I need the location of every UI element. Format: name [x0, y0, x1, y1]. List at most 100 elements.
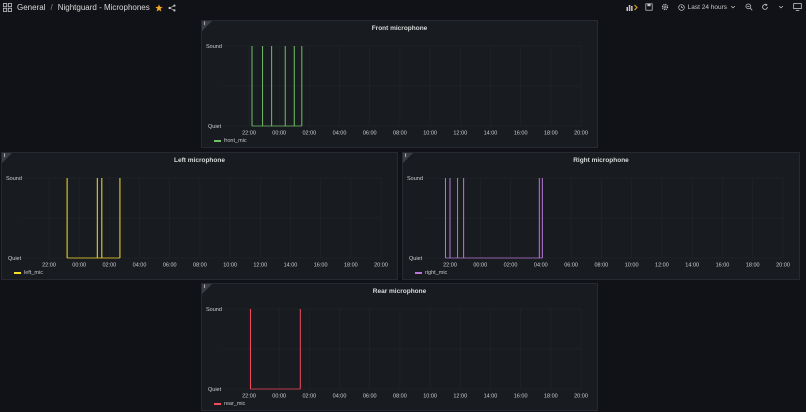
time-range-label: Last 24 hours: [687, 3, 727, 11]
star-icon[interactable]: [155, 3, 163, 12]
timeseries-chart: 22:00 00:00 02:00 04:00 06:00 08:00 10:00 12:00…: [206, 44, 588, 137]
legend-swatch: [415, 272, 422, 274]
x-tick-label: 02:00: [504, 263, 518, 269]
legend[interactable]: rear_mic: [214, 401, 245, 407]
x-tick-label: 22:00: [242, 131, 256, 137]
refresh-interval-dropdown[interactable]: [774, 1, 788, 13]
refresh-icon: [761, 3, 769, 11]
x-tick-label: 14:00: [685, 263, 699, 269]
add-panel-icon: [626, 3, 638, 11]
chevron-down-icon: [778, 4, 784, 10]
legend-label: right_mic: [425, 270, 448, 276]
x-tick-label: 20:00: [574, 394, 588, 400]
x-tick-label: 08:00: [193, 263, 207, 269]
x-tick-label: 18:00: [544, 394, 558, 400]
x-tick-label: 04:00: [333, 394, 347, 400]
y-label-sound: Sound: [206, 307, 222, 313]
legend-label: rear_mic: [224, 401, 246, 407]
panel-title[interactable]: Left microphone: [174, 157, 225, 164]
x-tick-label: 02:00: [302, 131, 316, 137]
legend[interactable]: right_mic: [415, 270, 447, 276]
refresh-button[interactable]: [758, 1, 772, 13]
x-tick-label: 06:00: [564, 263, 578, 269]
x-tick-label: 16:00: [716, 263, 730, 269]
x-tick-label: 12:00: [453, 394, 467, 400]
x-tick-label: 10:00: [223, 263, 237, 269]
panel-info-corner[interactable]: [202, 21, 212, 31]
x-tick-label: 18:00: [544, 131, 558, 137]
x-tick-label: 00:00: [473, 263, 487, 269]
x-tick-label: 04:00: [333, 131, 347, 137]
x-tick-label: 22:00: [242, 394, 256, 400]
panel-rear-microphone[interactable]: i Rear microphone 22:00 00:00 02:00 04:00 06…: [201, 283, 598, 411]
add-panel-button[interactable]: [624, 1, 640, 13]
panel-front-microphone[interactable]: i Front microphone 22:00 00:00 02:00 04:00 0…: [201, 20, 598, 148]
panel-info-corner[interactable]: [2, 153, 12, 163]
panel-title[interactable]: Rear microphone: [372, 288, 427, 295]
y-label-sound: Sound: [407, 176, 423, 182]
x-tick-label: 08:00: [393, 131, 407, 137]
top-bar: General / Nightguard - Microphones: [0, 0, 806, 14]
x-tick-label: 14:00: [484, 394, 498, 400]
panel-info-corner[interactable]: [403, 153, 413, 163]
x-tick-label: 22:00: [42, 263, 56, 269]
x-tick-label: 04:00: [133, 263, 147, 269]
x-tick-label: 00:00: [72, 263, 86, 269]
legend-swatch: [14, 272, 21, 274]
x-tick-label: 08:00: [393, 394, 407, 400]
x-tick-label: 18:00: [746, 263, 760, 269]
x-tick-label: 10:00: [423, 131, 437, 137]
panel-info-corner[interactable]: [202, 284, 212, 294]
x-tick-label: 06:00: [363, 131, 377, 137]
zoom-out-button[interactable]: [742, 1, 756, 13]
x-tick-label: 20:00: [374, 263, 388, 269]
x-tick-label: 14:00: [284, 263, 298, 269]
x-tick-label: 02:00: [302, 394, 316, 400]
save-dashboard-button[interactable]: [642, 1, 656, 13]
x-tick-label: 00:00: [272, 131, 286, 137]
legend[interactable]: left_mic: [14, 270, 43, 276]
clock-icon: [677, 3, 685, 11]
x-tick-label: 12:00: [655, 263, 669, 269]
dashboards-grid-icon[interactable]: [3, 3, 12, 12]
y-label-quiet: Quiet: [409, 256, 423, 262]
legend-swatch: [214, 140, 221, 142]
settings-button[interactable]: [658, 1, 672, 13]
panel-title[interactable]: Right microphone: [573, 157, 629, 164]
x-tick-label: 08:00: [594, 263, 608, 269]
save-icon: [645, 3, 653, 11]
x-tick-label: 20:00: [776, 263, 790, 269]
panel-title[interactable]: Front microphone: [371, 25, 428, 32]
legend-swatch: [214, 403, 221, 405]
x-tick-label: 10:00: [625, 263, 639, 269]
dashboard-title[interactable]: Nightguard - Microphones: [57, 3, 150, 12]
x-tick-label: 16:00: [314, 263, 328, 269]
tv-mode-button[interactable]: [790, 1, 804, 13]
panel-left-microphone[interactable]: i Left microphone 22:00 00:00 02:00 04:00 06…: [1, 152, 398, 280]
x-tick-label: 22:00: [443, 263, 457, 269]
time-range-picker[interactable]: Last 24 hours: [674, 1, 740, 13]
legend-label: left_mic: [24, 270, 43, 276]
x-tick-label: 18:00: [344, 263, 358, 269]
breadcrumb: General / Nightguard - Microphones: [3, 2, 176, 13]
y-label-sound: Sound: [6, 176, 22, 182]
x-tick-label: 16:00: [514, 394, 528, 400]
share-icon[interactable]: [168, 3, 176, 12]
zoom-out-icon: [745, 3, 753, 11]
x-tick-label: 06:00: [163, 263, 177, 269]
x-tick-label: 00:00: [272, 394, 286, 400]
x-tick-label: 20:00: [574, 131, 588, 137]
x-tick-label: 14:00: [484, 131, 498, 137]
breadcrumb-separator: /: [50, 3, 53, 12]
timeseries-chart: 22:00 00:00 02:00 04:00 06:00 08:00 10:00 12:00…: [407, 176, 790, 269]
info-icon: i: [204, 21, 206, 27]
timeseries-chart: 22:00 00:00 02:00 04:00 06:00 08:00 10:00 12:00…: [206, 307, 588, 400]
y-label-quiet: Quiet: [208, 387, 222, 393]
panel-right-microphone[interactable]: i Right microphone 22:00 00:00 02:00 04:00 0…: [402, 152, 800, 280]
legend[interactable]: front_mic: [214, 138, 247, 144]
y-label-quiet: Quiet: [8, 256, 22, 262]
breadcrumb-folder[interactable]: General: [17, 3, 46, 12]
x-tick-label: 16:00: [514, 131, 528, 137]
toolbar: Last 24 hours: [624, 0, 804, 14]
legend-label: front_mic: [224, 138, 247, 144]
